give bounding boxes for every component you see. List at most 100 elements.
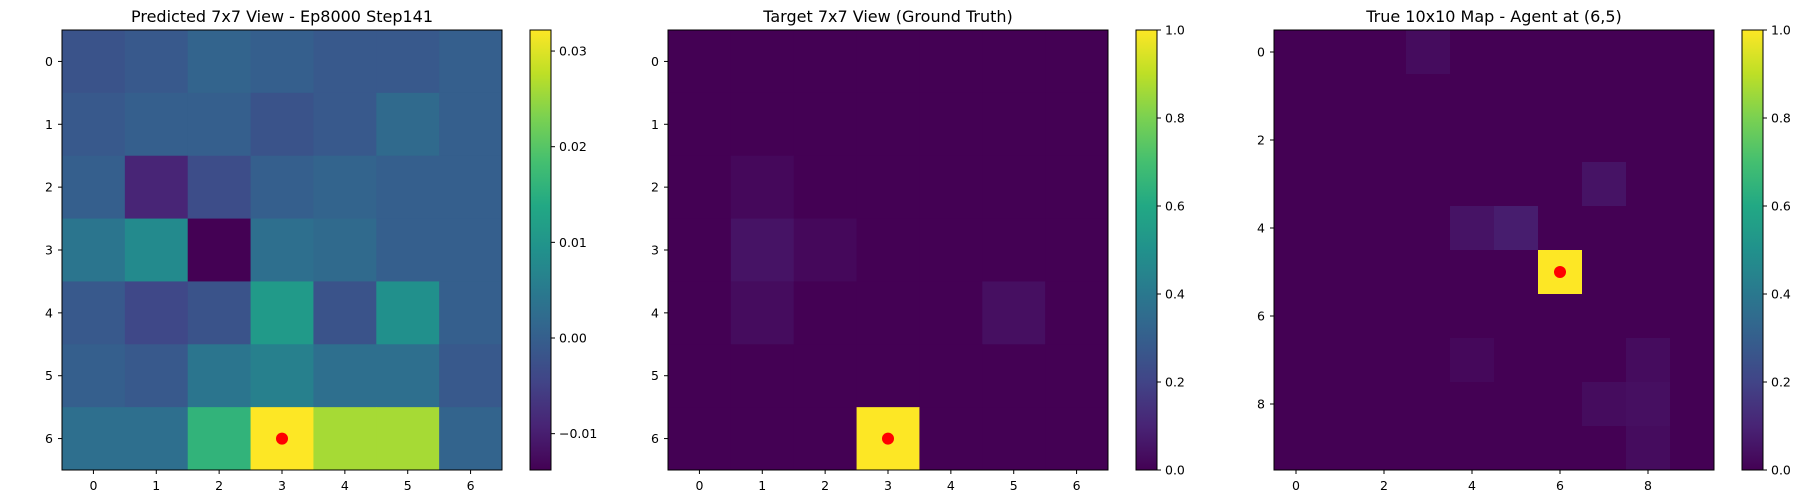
- heatmap-cell: [1450, 162, 1495, 207]
- heatmap-cell: [730, 281, 795, 345]
- heatmap-cell: [982, 281, 1046, 345]
- heatmap-cell: [1582, 118, 1627, 163]
- heatmap-cell: [187, 344, 252, 408]
- heatmap-cell: [1626, 30, 1671, 75]
- heatmap-cell: [62, 92, 126, 157]
- colorbar-tick-label: 0.01: [559, 235, 587, 250]
- heatmap-panel-2: True 10x10 Map - Agent at (6,5) 0 2 4 6 8 0 2 4 6…: [1257, 7, 1791, 493]
- heatmap-cell: [1494, 426, 1539, 471]
- y-tick-label: 6: [651, 431, 659, 446]
- heatmap-cell: [982, 344, 1046, 408]
- heatmap-cell: [1318, 382, 1363, 427]
- heatmap-cell: [1670, 162, 1715, 207]
- heatmap-cell: [1362, 294, 1407, 339]
- heatmap-cell: [668, 281, 732, 345]
- heatmap-cell: [982, 30, 1046, 94]
- heatmap-cell: [1362, 162, 1407, 207]
- heatmap-cell: [1318, 30, 1363, 75]
- y-tick-label: 4: [1257, 221, 1265, 236]
- heatmap-cell: [1538, 118, 1583, 163]
- heatmap-cell: [313, 92, 377, 157]
- heatmap-cell: [793, 92, 858, 157]
- heatmap-cell: [1274, 426, 1319, 471]
- heatmap-cell: [62, 218, 126, 282]
- heatmap-cell: [1494, 382, 1539, 427]
- heatmap-cell: [1406, 338, 1451, 383]
- heatmap-cell: [250, 155, 314, 220]
- x-tick-label: 4: [1468, 478, 1476, 493]
- heatmap-cell: [1670, 206, 1715, 251]
- heatmap-cell: [1670, 382, 1715, 427]
- heatmap-cell: [1450, 118, 1495, 163]
- heatmap-cell: [187, 30, 252, 94]
- x-tick-label: 3: [278, 478, 286, 493]
- y-tick-label: 6: [45, 431, 53, 446]
- x-tick-label: 2: [821, 478, 829, 493]
- heatmap-cell: [1362, 426, 1407, 471]
- heatmap-cell: [1538, 30, 1583, 75]
- heatmap-cell: [124, 155, 189, 220]
- heatmap-cell: [1670, 294, 1715, 339]
- heatmap-cell: [1274, 30, 1319, 75]
- heatmap-cell: [1450, 206, 1495, 251]
- y-tick-label: 1: [45, 117, 53, 132]
- colorbar-tick-label: 0.03: [559, 44, 587, 59]
- heatmap-cell: [1362, 74, 1407, 119]
- heatmap-cell: [376, 218, 440, 282]
- x-tick-label: 0: [1292, 478, 1300, 493]
- heatmap-cell: [1318, 338, 1363, 383]
- heatmap-cell: [1274, 338, 1319, 383]
- heatmap-cell: [1582, 294, 1627, 339]
- heatmap-cell: [668, 30, 732, 94]
- heatmap-cell: [1626, 294, 1671, 339]
- heatmap-cell: [187, 92, 252, 157]
- y-tick-label: 0: [651, 54, 659, 69]
- colorbar-tick-label: 0.6: [1165, 199, 1185, 214]
- heatmap-cell: [250, 30, 314, 94]
- x-tick-label: 1: [152, 478, 160, 493]
- heatmap-cell: [919, 281, 983, 345]
- heatmap-cell: [1318, 118, 1363, 163]
- heatmap-cell: [1274, 162, 1319, 207]
- heatmap-cell: [1582, 206, 1627, 251]
- heatmap-cell: [376, 155, 440, 220]
- heatmap-cell: [982, 407, 1046, 471]
- heatmap-cell: [313, 407, 377, 471]
- heatmap-cell: [1362, 30, 1407, 75]
- heatmap-cell: [1406, 74, 1451, 119]
- heatmap-cell: [1318, 250, 1363, 295]
- heatmap-cell: [919, 155, 983, 220]
- heatmap-cell: [1362, 206, 1407, 251]
- heatmap-cell: [124, 218, 189, 282]
- heatmap-cell: [1538, 382, 1583, 427]
- heatmap-cell: [668, 218, 732, 282]
- heatmap-cell: [439, 344, 503, 408]
- heatmap-cell: [1274, 118, 1319, 163]
- heatmap-cell: [856, 155, 920, 220]
- heatmap-cell: [1362, 338, 1407, 383]
- heatmap-cell: [1494, 338, 1539, 383]
- heatmap-cell: [856, 30, 920, 94]
- heatmap-cell: [376, 407, 440, 471]
- colorbar-tick-label: −0.01: [559, 426, 597, 441]
- heatmap-cell: [124, 30, 189, 94]
- heatmap-cell: [313, 344, 377, 408]
- heatmap-cell: [1538, 74, 1583, 119]
- colorbar-tick-label: 0.0: [1771, 463, 1791, 478]
- x-tick-label: 3: [884, 478, 892, 493]
- colorbar-tick-label: 0.00: [559, 331, 587, 346]
- heatmap-cell: [1670, 30, 1715, 75]
- heatmap-cell: [1450, 338, 1495, 383]
- heatmap-cell: [1045, 30, 1109, 94]
- y-tick-label: 5: [45, 368, 53, 383]
- heatmap-cell: [313, 155, 377, 220]
- colorbar: [1741, 29, 1764, 471]
- heatmap-cell: [1538, 338, 1583, 383]
- x-tick-label: 2: [215, 478, 223, 493]
- heatmap-cell: [62, 30, 126, 94]
- heatmap-cell: [313, 218, 377, 282]
- heatmap-cell: [376, 30, 440, 94]
- heatmap-cell: [919, 407, 983, 471]
- heatmap-cell: [1362, 382, 1407, 427]
- heatmap-cell: [730, 30, 795, 94]
